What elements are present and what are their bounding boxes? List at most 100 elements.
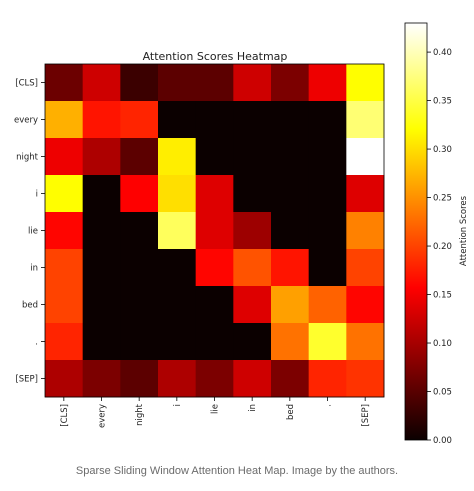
heatmap-cell	[158, 249, 197, 287]
heatmap-cell	[308, 286, 347, 324]
heatmap-cell	[82, 175, 121, 213]
heatmap-cell	[158, 323, 197, 361]
y-tick-label: [SEP]	[15, 375, 38, 385]
heatmap-cell	[158, 286, 197, 324]
heatmap-cell	[346, 249, 385, 287]
heatmap-cell	[233, 360, 272, 398]
heatmap-cell	[195, 323, 234, 361]
x-tick-label: .	[324, 404, 334, 407]
heatmap-cell	[308, 64, 347, 102]
y-tick-label: every	[14, 116, 38, 126]
heatmap-cell	[271, 138, 310, 176]
heatmap-cell	[195, 138, 234, 176]
x-tick-label: in	[248, 404, 258, 412]
colorbar-tick-label: 0.15	[433, 291, 452, 301]
heatmap-cell	[346, 101, 385, 139]
x-tick-label: bed	[286, 404, 296, 420]
colorbar-tick-label: 0.40	[433, 48, 452, 58]
heatmap-cell	[82, 64, 121, 102]
y-tick-label: in	[30, 264, 38, 274]
heatmap-cell	[120, 101, 159, 139]
heatmap-cell	[120, 323, 159, 361]
heatmap-cell	[308, 175, 347, 213]
heatmap-cell	[82, 101, 121, 139]
x-tick-label: every	[98, 404, 108, 428]
heatmap-cell	[271, 249, 310, 287]
y-tick-label: [CLS]	[15, 79, 38, 89]
x-tick-label: night	[135, 403, 145, 426]
heatmap-cell	[82, 286, 121, 324]
heatmap-cell	[346, 138, 385, 176]
heatmap-cell	[158, 212, 197, 250]
heatmap-cell	[308, 360, 347, 398]
heatmap-cell	[158, 138, 197, 176]
heatmap-cell	[195, 360, 234, 398]
heatmap-cell	[195, 212, 234, 250]
heatmap-cell	[120, 249, 159, 287]
heatmap-cell	[158, 64, 197, 102]
heatmap-cell	[45, 175, 84, 213]
heatmap-cell	[271, 360, 310, 398]
heatmap-cell	[233, 101, 272, 139]
heatmap-cell	[82, 212, 121, 250]
heatmap-cell	[271, 64, 310, 102]
heatmap-cell	[45, 360, 84, 398]
heatmap-cell	[158, 101, 197, 139]
heatmap-cell	[45, 212, 84, 250]
heatmap-cell	[346, 286, 385, 324]
heatmap-cell	[45, 323, 84, 361]
heatmap-cell	[120, 175, 159, 213]
x-tick-label: [SEP]	[361, 404, 371, 427]
colorbar-tick-label: 0.05	[433, 388, 452, 398]
heatmap-cell	[195, 175, 234, 213]
heatmap-cell	[271, 212, 310, 250]
colorbar-tick-label: 0.20	[433, 242, 452, 252]
y-tick-labels: [CLS] every night i lie in bed. [SEP]	[14, 79, 45, 385]
colorbar-tick-label: 0.30	[433, 145, 452, 155]
heatmap-cell	[82, 138, 121, 176]
heatmap-cell	[120, 360, 159, 398]
y-tick-label: bed	[22, 301, 38, 311]
y-tick-label: .	[35, 338, 38, 348]
heatmap-cell	[120, 138, 159, 176]
heatmap-cell	[271, 323, 310, 361]
x-tick-label: i	[173, 404, 183, 406]
heatmap-cell	[271, 175, 310, 213]
heatmap-cell	[120, 64, 159, 102]
heatmap-cell	[158, 175, 197, 213]
colorbar-ticks: 0.00 0.05 0.10 0.15 0.20 0.25 0.30 0.35 0.40	[427, 48, 452, 446]
heatmap-cell	[82, 323, 121, 361]
heatmap-cell	[195, 101, 234, 139]
heatmap-cell	[308, 249, 347, 287]
heatmap-cell	[233, 323, 272, 361]
heatmap-cells	[45, 64, 385, 398]
heatmap-cell	[45, 286, 84, 324]
heatmap-chart: Attention Scores Heatmap [CLS] every night…	[14, 22, 469, 446]
figure-caption: Sparse Sliding Window Attention Heat Map…	[75, 465, 399, 477]
colorbar-tick-label: 0.25	[433, 194, 452, 204]
heatmap-cell	[233, 286, 272, 324]
heatmap-cell	[233, 138, 272, 176]
heatmap-cell	[308, 101, 347, 139]
heatmap-cell	[120, 286, 159, 324]
heatmap-cell	[233, 175, 272, 213]
heatmap-cell	[308, 323, 347, 361]
y-tick-label: i	[36, 190, 38, 200]
heatmap-cell	[82, 360, 121, 398]
colorbar	[404, 22, 428, 441]
y-tick-label: lie	[28, 227, 38, 237]
heatmap-cell	[346, 64, 385, 102]
heatmap-cell	[195, 286, 234, 324]
heatmap-cell	[120, 212, 159, 250]
heatmap-cell	[45, 138, 84, 176]
colorbar-label: Attention Scores	[459, 195, 469, 266]
heatmap-cell	[45, 249, 84, 287]
x-tick-labels: [CLS] every night i lie in bed. [SEP]	[60, 397, 371, 428]
heatmap-cell	[346, 360, 385, 398]
heatmap-cell	[346, 323, 385, 361]
heatmap-cell	[158, 360, 197, 398]
heatmap-cell	[346, 212, 385, 250]
colorbar-tick-label: 0.10	[433, 339, 452, 349]
heatmap-cell	[271, 286, 310, 324]
heatmap-cell	[45, 64, 84, 102]
